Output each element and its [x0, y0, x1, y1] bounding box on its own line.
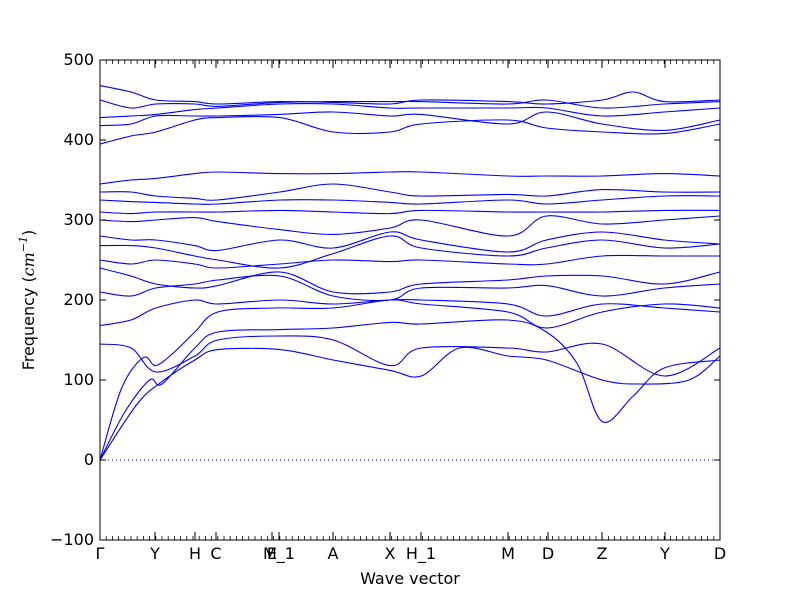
- x-tick-label: M_1: [263, 544, 295, 564]
- y-tick-label: 0: [84, 450, 94, 469]
- y-tick-label: 400: [63, 130, 94, 149]
- y-tick-label: 100: [63, 370, 94, 389]
- x-tick-label: Γ: [96, 544, 105, 563]
- y-axis-label-prefix: Frequency (: [19, 276, 38, 370]
- phonon-branch-13: [99, 195, 721, 205]
- plot-area: [99, 85, 721, 461]
- x-tick-label: Z: [597, 544, 608, 563]
- y-tick-label: 500: [63, 50, 94, 69]
- phonon-branch-15: [99, 171, 721, 185]
- phonon-branch-18: [99, 102, 721, 119]
- y-axis-label-unit: cm: [19, 252, 38, 276]
- phonon-branch-19: [99, 99, 721, 109]
- phonon-branch-1: [99, 299, 721, 461]
- phonon-branch-9: [99, 235, 721, 269]
- phonon-branch-14: [99, 183, 721, 201]
- x-tick-label: H_1: [406, 544, 436, 564]
- x-tick-label: M: [501, 544, 515, 563]
- phonon-branch-3: [99, 346, 721, 461]
- plot-frame: [99, 59, 721, 541]
- phonon-branch-8: [99, 254, 720, 269]
- phonon-branch-20: [99, 85, 721, 105]
- x-tick-label: C: [210, 544, 221, 563]
- y-axis: −100 0 100 200 300 400 500: [50, 50, 720, 549]
- phonon-branch-4: [99, 335, 721, 377]
- y-tick-label: −100: [50, 530, 94, 549]
- phonon-branch-5: [99, 298, 721, 327]
- phonon-branch-17: [99, 111, 721, 131]
- y-axis-label: Frequency (cm−1): [17, 230, 38, 371]
- y-tick-label: 300: [63, 210, 94, 229]
- phonon-branch-12: [99, 209, 721, 215]
- y-axis-label-exponent: −1: [17, 236, 30, 252]
- x-tick-label: D: [542, 544, 554, 563]
- x-tick-label: Y: [149, 544, 160, 563]
- phonon-branch-11: [99, 215, 721, 237]
- x-tick-label: A: [328, 544, 339, 563]
- x-axis-label: Wave vector: [360, 569, 460, 588]
- x-tick-label: H: [189, 544, 201, 563]
- x-tick-label: E: [267, 544, 277, 563]
- phonon-branch-10: [99, 231, 721, 253]
- x-tick-label: D: [714, 544, 726, 563]
- x-axis: Γ Y H C EM_1 A X H_1 M D Z Y D: [96, 60, 726, 564]
- x-tick-label: Y: [659, 544, 670, 563]
- phonon-branch-6: [99, 274, 721, 302]
- y-tick-label: 200: [63, 290, 94, 309]
- phonon-branch-16: [99, 115, 721, 145]
- x-tick-label: X: [384, 544, 395, 563]
- y-axis-label-suffix: ): [19, 230, 38, 236]
- phonon-branch-7: [99, 267, 721, 295]
